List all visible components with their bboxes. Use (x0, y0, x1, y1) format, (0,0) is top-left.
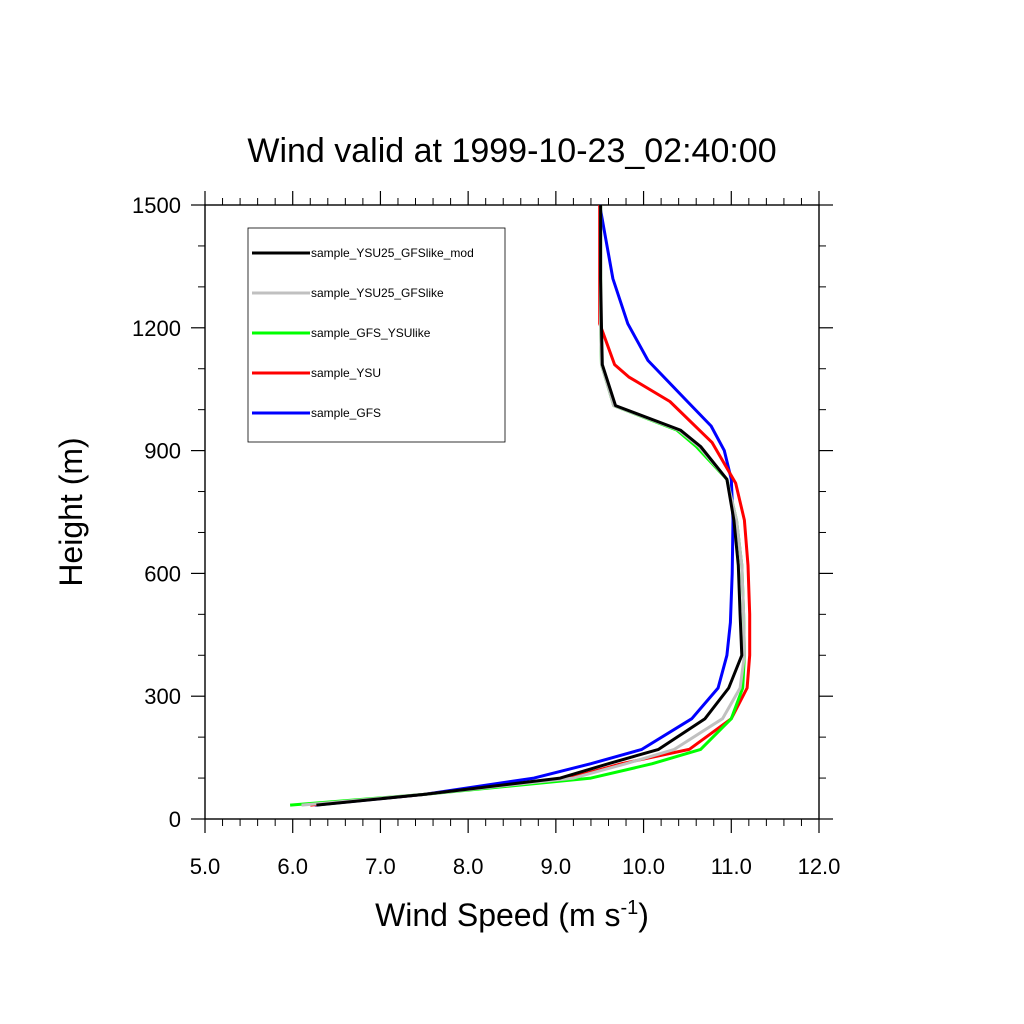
series-line-sample_GFS (314, 204, 735, 807)
x-tick-label: 10.0 (622, 854, 665, 879)
legend-box (247, 227, 506, 443)
legend-label: sample_YSU (311, 366, 381, 380)
x-tick-label: 5.0 (190, 854, 221, 879)
x-axis-label-sup: -1 (620, 897, 638, 919)
x-tick-label: 9.0 (541, 854, 572, 879)
chart-title: Wind valid at 1999-10-23_02:40:00 (247, 132, 776, 170)
x-axis-label-close: ) (638, 897, 649, 933)
y-axis-label: Height (m) (53, 437, 89, 586)
series-line-sample_YSU25_GFSlike_mod (316, 205, 744, 807)
y-tick-label: 300 (144, 684, 181, 709)
y-tick-label: 900 (144, 439, 181, 464)
legend-label: sample_GFS (311, 406, 381, 420)
x-axis-label: Wind Speed (m s-1) (375, 897, 649, 933)
legend-items: sample_YSU25_GFSlike_mod sample_YSU25_GFS… (252, 246, 474, 420)
x-tick-label: 12.0 (798, 854, 841, 879)
x-axis-label-main: Wind Speed (m s (375, 897, 620, 933)
legend-label: sample_GFS_YSUlike (311, 326, 431, 340)
legend: sample_YSU25_GFSlike_mod sample_YSU25_GFS… (247, 227, 506, 443)
x-tick-label: 6.0 (277, 854, 308, 879)
y-tick-label: 1200 (132, 316, 181, 341)
y-tick-label: 1500 (132, 193, 181, 218)
axis-ticks: 5.0 6.0 7.0 8.0 9.0 10.0 11.0 12.0 0 300 600 900 120… (132, 191, 840, 879)
plot-frame (204, 204, 820, 820)
legend-label: sample_YSU25_GFSlike (311, 286, 444, 300)
y-tick-label: 0 (169, 807, 181, 832)
series-lines (289, 204, 752, 807)
x-tick-label: 8.0 (453, 854, 484, 879)
x-tick-label: 7.0 (365, 854, 396, 879)
x-tick-label: 11.0 (711, 854, 752, 879)
y-tick-label: 600 (144, 561, 181, 586)
legend-label: sample_YSU25_GFSlike_mod (311, 246, 474, 260)
